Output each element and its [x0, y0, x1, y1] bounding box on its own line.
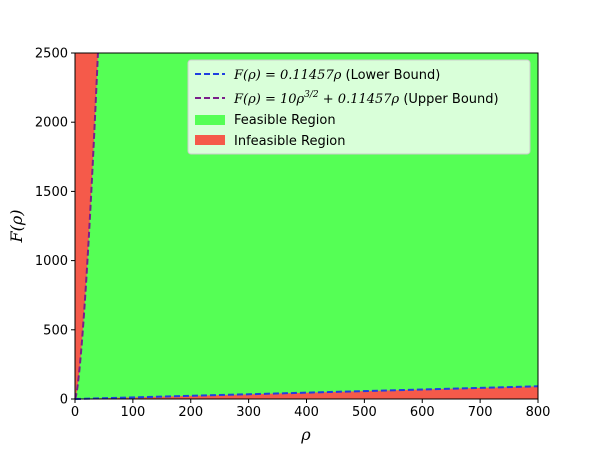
legend-infeasible-swatch [195, 135, 225, 145]
legend-feasible-swatch [195, 115, 225, 125]
x-axis-ticks: 0 100 200 300 400 500 600 700 800 [71, 399, 551, 420]
legend-lower-bound-label: F(ρ) = 0.11457ρ (Lower Bound) [233, 68, 440, 83]
x-tick-label: 300 [236, 405, 261, 420]
x-tick-label: 800 [526, 405, 551, 420]
legend-infeasible-label: Infeasible Region [234, 134, 346, 149]
legend-upper-bound-label: F(ρ) = 10ρ3/2 + 0.11457ρ (Upper Bound) [233, 90, 499, 107]
legend: F(ρ) = 0.11457ρ (Lower Bound) F(ρ) = 10ρ… [187, 59, 531, 155]
x-tick-label: 200 [178, 405, 203, 420]
legend-frame [187, 59, 531, 155]
y-tick-label: 2500 [35, 47, 68, 62]
x-tick-label: 600 [410, 405, 435, 420]
y-tick-label: 0 [60, 393, 68, 408]
x-tick-label: 700 [468, 405, 493, 420]
legend-feasible-label: Feasible Region [234, 113, 336, 128]
upper-bound-line [74, 52, 100, 400]
lower-bound-line [74, 385, 539, 400]
y-axis-label: F(ρ) [7, 210, 26, 244]
y-tick-label: 1500 [35, 185, 68, 200]
x-tick-label: 100 [120, 405, 145, 420]
y-tick-label: 2000 [35, 116, 68, 131]
y-tick-label: 500 [43, 323, 68, 338]
y-tick-label: 1000 [35, 254, 68, 269]
x-tick-label: 0 [71, 405, 79, 420]
x-tick-label: 400 [294, 405, 319, 420]
y-axis-ticks: 0 500 1000 1500 2000 2500 [35, 47, 75, 408]
x-axis-label: ρ [300, 425, 311, 444]
x-tick-label: 500 [352, 405, 377, 420]
